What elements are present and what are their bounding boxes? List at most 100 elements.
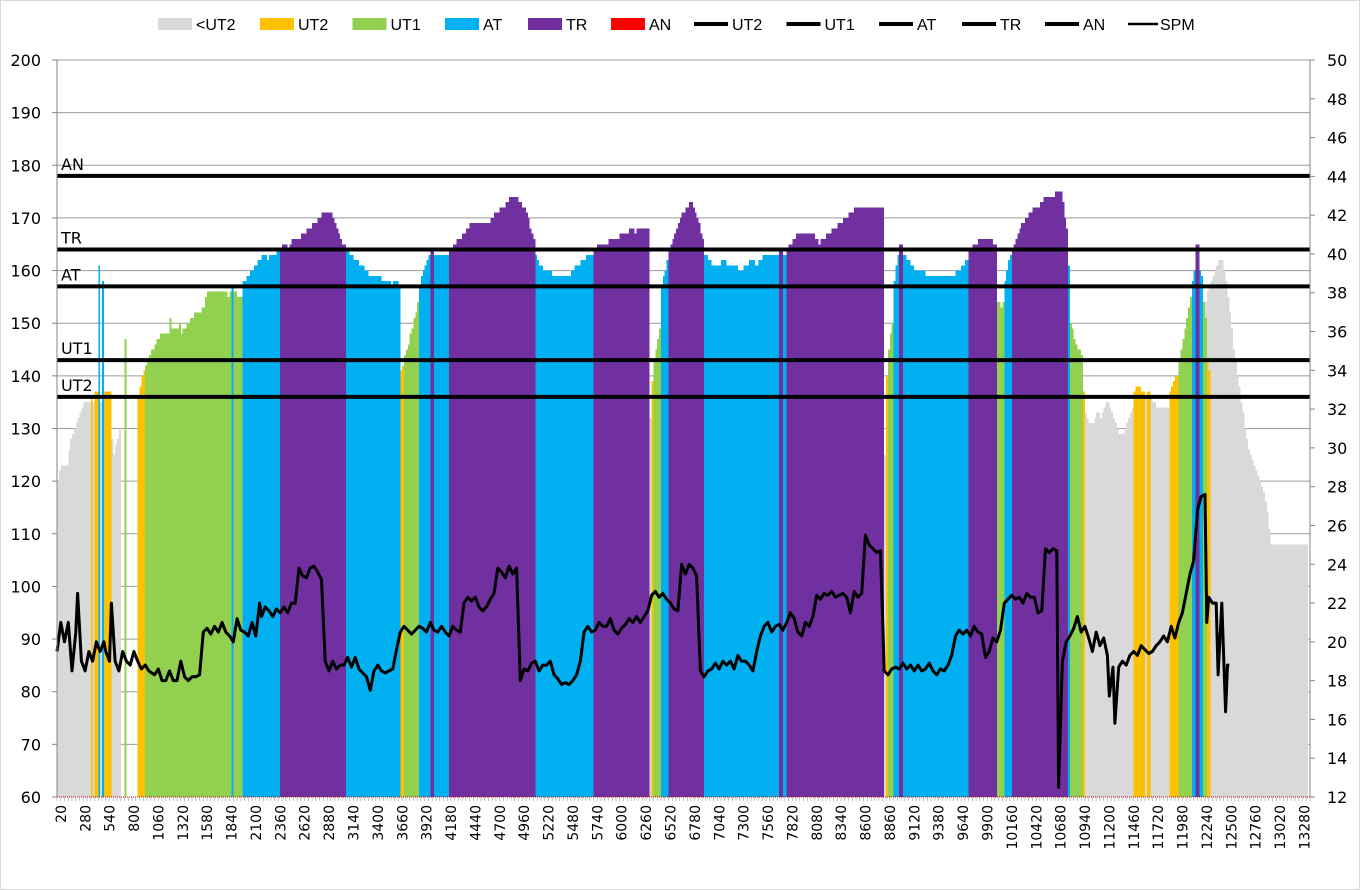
legend-item: <UT2 bbox=[158, 17, 236, 34]
x-tick-label: 20 bbox=[54, 805, 70, 823]
hr-segment-ut2 bbox=[90, 396, 93, 797]
x-tick-label: 9380 bbox=[932, 805, 948, 841]
hr-bar-area bbox=[1069, 323, 1084, 797]
x-tick-label: 5220 bbox=[542, 805, 558, 841]
hr-bar-area bbox=[1169, 375, 1179, 797]
hr-bar-area bbox=[434, 254, 450, 797]
threshold-label-an: AN bbox=[61, 155, 84, 174]
legend-item: TR bbox=[528, 17, 587, 34]
x-tick-label: 12760 bbox=[1249, 805, 1265, 850]
x-tick-label: 4180 bbox=[444, 805, 460, 841]
y2-tick-label: 48 bbox=[1327, 90, 1347, 109]
x-tick-label: 11200 bbox=[1102, 805, 1118, 850]
hr-segment-ut1 bbox=[996, 302, 1005, 797]
hr-segment-ut2 bbox=[103, 391, 112, 797]
hr-bar-area bbox=[886, 375, 888, 797]
hr-bar-area bbox=[1146, 391, 1151, 797]
hr-segment-tr bbox=[968, 238, 997, 798]
x-tick-label: 3400 bbox=[371, 805, 387, 841]
y-tick-label: 60 bbox=[21, 788, 41, 807]
hr-bar-area bbox=[1004, 254, 1012, 797]
hr-segment-at bbox=[345, 249, 401, 797]
hr-bar-area bbox=[649, 417, 652, 797]
threshold-label-at: AT bbox=[61, 265, 81, 284]
hr-bar-area bbox=[996, 302, 1005, 797]
axes: 60 70 80 90 100 110 120 130 140 150 160 170 180 190 20… bbox=[10, 51, 1347, 850]
hr-bar-area bbox=[102, 281, 104, 798]
x-tick-label: 11980 bbox=[1176, 805, 1192, 850]
legend-item: UT2 bbox=[260, 17, 328, 34]
x-tick-label: 9900 bbox=[981, 805, 997, 841]
y2-tick-label: 38 bbox=[1327, 284, 1347, 303]
x-tick-label: 10160 bbox=[1005, 805, 1021, 850]
y2-tick-label: 42 bbox=[1327, 206, 1347, 225]
hr-segment-at bbox=[1004, 254, 1012, 797]
legend-swatch bbox=[445, 18, 479, 30]
y2-tick-label: 20 bbox=[1327, 633, 1347, 652]
hr-bar-area bbox=[782, 254, 787, 797]
hr-bar-area bbox=[1178, 296, 1192, 797]
legend-label: TR bbox=[566, 17, 587, 34]
hr-segment-at bbox=[419, 254, 431, 797]
y-tick-label: 190 bbox=[10, 104, 41, 123]
hr-segment-ut1 bbox=[145, 291, 243, 797]
hr-bar-area bbox=[103, 391, 112, 797]
hr-segment-at bbox=[102, 281, 104, 798]
legend-item: UT2 bbox=[694, 17, 762, 34]
legend-swatch bbox=[260, 18, 294, 30]
hr-segment-at bbox=[893, 254, 900, 797]
hr-bar-area bbox=[653, 328, 661, 797]
y-tick-label: 90 bbox=[21, 630, 41, 649]
hr-bar-area bbox=[280, 212, 346, 797]
hr-segment-tr bbox=[280, 212, 346, 797]
hr-bar-area bbox=[968, 238, 997, 798]
hr-segment-at bbox=[535, 254, 594, 797]
x-tick-label: 2880 bbox=[322, 805, 338, 841]
hr-bar-area bbox=[1083, 391, 1085, 797]
legend-label: SPM bbox=[1160, 17, 1195, 34]
hr-segment-at bbox=[902, 254, 969, 797]
x-tick-label: 7300 bbox=[737, 805, 753, 841]
hr-bar-area bbox=[345, 249, 401, 797]
y2-tick-label: 22 bbox=[1327, 594, 1347, 613]
threshold-label-ut2: UT2 bbox=[61, 376, 93, 395]
x-tick-label: 8080 bbox=[810, 805, 826, 841]
hr-segment-ut2 bbox=[1206, 360, 1211, 797]
x-tick-label: 1840 bbox=[225, 805, 241, 841]
x-tick-label: 9120 bbox=[907, 805, 923, 841]
hr-bar-area bbox=[884, 454, 887, 797]
y2-tick-label: 12 bbox=[1327, 788, 1347, 807]
y-tick-label: 130 bbox=[10, 420, 41, 439]
y2-tick-label: 14 bbox=[1327, 749, 1347, 768]
hr-bar-area bbox=[1133, 386, 1145, 797]
hr-segment-at bbox=[660, 260, 669, 797]
threshold-label-ut1: UT1 bbox=[61, 339, 93, 358]
legend-label: TR bbox=[1000, 17, 1021, 34]
hr-segment-at bbox=[434, 254, 450, 797]
threshold-label-tr: TR bbox=[60, 229, 82, 248]
y2-tick-label: 34 bbox=[1327, 361, 1347, 380]
legend-item: SPM bbox=[1128, 17, 1195, 34]
hr-bar-area bbox=[893, 254, 900, 797]
hr-segment-at bbox=[1068, 265, 1070, 797]
hr-segment-ut2 bbox=[1146, 391, 1151, 797]
hr-bar-area bbox=[1191, 270, 1196, 797]
hr-bar-area bbox=[449, 196, 536, 797]
hr-bar-area bbox=[124, 339, 127, 797]
x-tick-label: 6520 bbox=[664, 805, 680, 841]
x-tick-label: 10680 bbox=[1054, 805, 1070, 850]
hr-segment-tr bbox=[899, 244, 903, 797]
hr-bar-area bbox=[98, 265, 101, 797]
hr-segment-ut1 bbox=[1178, 296, 1192, 797]
hr-segment-tr bbox=[430, 249, 435, 797]
x-tick-label: 2620 bbox=[298, 805, 314, 841]
x-tick-label: 3920 bbox=[420, 805, 436, 841]
x-tick-label: 7040 bbox=[712, 805, 728, 841]
x-tick-label: 1060 bbox=[151, 805, 167, 841]
hr-bar-area bbox=[1199, 270, 1204, 797]
legend-item: UT1 bbox=[352, 17, 421, 34]
x-tick-label: 4960 bbox=[517, 805, 533, 841]
x-tick-label: 13020 bbox=[1273, 805, 1289, 850]
x-tick-label: 11720 bbox=[1151, 805, 1167, 850]
